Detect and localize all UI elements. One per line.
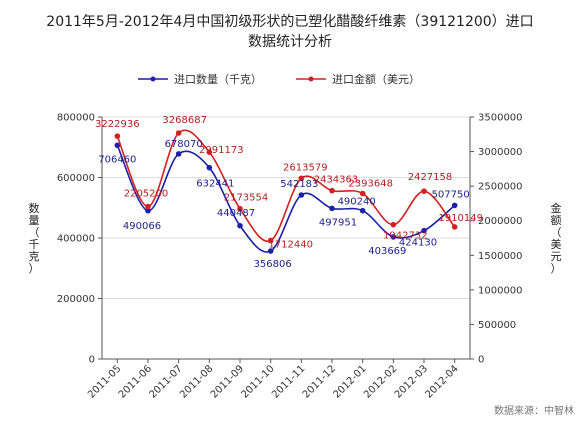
- data-label-amount: 2434363: [314, 175, 359, 186]
- legend-marker: [308, 76, 314, 82]
- data-point-amount: [451, 224, 458, 230]
- data-point-amount: [298, 175, 305, 182]
- data-label-quantity: 440487: [217, 208, 255, 219]
- data-label-quantity: 678070: [165, 139, 203, 150]
- data-point-quantity: [390, 234, 397, 240]
- data-point-quantity: [329, 205, 335, 212]
- data-point-amount: [359, 190, 366, 197]
- y2-tick-label: 1000000: [478, 285, 523, 296]
- data-label-amount: 2613579: [283, 162, 328, 173]
- y2-tick-label: 3000000: [478, 147, 523, 158]
- legend-marker: [150, 76, 156, 82]
- y2-tick-label: 3500000: [478, 113, 523, 124]
- data-point-amount: [390, 221, 397, 228]
- x-tick-label: 2012-04: [423, 363, 460, 400]
- data-label-amount: 1712440: [268, 240, 313, 251]
- data-label-quantity: 632441: [196, 179, 234, 190]
- data-point-amount: [267, 237, 274, 244]
- grid: [102, 116, 470, 299]
- data-point-quantity: [237, 222, 243, 229]
- data-label-amount: 2427158: [408, 172, 453, 183]
- y-tick-label: 0: [89, 355, 95, 366]
- chart-title: 2011年5月-2012年4月中国初级形状的已塑化醋酸纤维素（39121200）…: [46, 13, 533, 50]
- y2-tick-label: 2500000: [478, 182, 523, 193]
- data-point-amount: [175, 130, 182, 136]
- data-label-quantity: 424130: [399, 238, 437, 249]
- data-point-quantity: [359, 207, 366, 214]
- chart-title-line: 2011年5月-2012年4月中国初级形状的已塑化醋酸纤维素（39121200）…: [46, 13, 533, 30]
- data-label-amount: 3222936: [95, 119, 140, 130]
- y-tick-label: 400000: [57, 234, 95, 245]
- data-label-amount: 2173554: [224, 193, 269, 204]
- y2-axis-title: 金额（美元）: [551, 201, 562, 275]
- data-point-amount: [145, 203, 151, 210]
- y-tick-label: 600000: [57, 173, 95, 184]
- y2-tick-label: 500000: [478, 320, 516, 331]
- data-point-quantity: [175, 151, 182, 157]
- data-point-quantity: [421, 227, 427, 234]
- source-note: 数据来源：中智林: [494, 404, 574, 417]
- chart-title-line: 数据统计分析: [248, 34, 332, 50]
- series: [114, 129, 458, 254]
- data-label-amount: 1942732: [383, 231, 428, 242]
- y2-tick-label: 0: [478, 355, 484, 366]
- y-tick-label: 800000: [57, 113, 95, 124]
- data-label-quantity: 356806: [254, 259, 292, 270]
- data-point-quantity: [451, 202, 458, 209]
- data-point-quantity: [206, 164, 213, 171]
- data-label-quantity: 403669: [368, 246, 406, 257]
- data-point-quantity: [114, 142, 121, 149]
- data-point-quantity: [145, 207, 151, 214]
- y2-tick-label: 1500000: [478, 251, 523, 262]
- data-label-amount: 2991173: [199, 145, 244, 156]
- data-point-amount: [421, 188, 427, 194]
- data-label-amount: 1910149: [438, 213, 483, 224]
- legend: 进口数量（千克） 进口金额（美元）: [138, 72, 420, 86]
- data-label-quantity: 507750: [432, 189, 470, 200]
- data-label-amount: 3268687: [162, 115, 207, 126]
- data-label-quantity: 542183: [280, 179, 318, 190]
- data-point-amount: [206, 149, 213, 155]
- data-label-amount: 2205200: [124, 189, 169, 200]
- data-point-amount: [114, 133, 121, 139]
- legend-label: 进口金额（美元）: [332, 72, 420, 86]
- data-label-amount: 2393648: [348, 178, 393, 189]
- data-labels: 706460 490066 678070 632441 440487 356806 5421…: [95, 115, 483, 270]
- data-label-quantity: 490240: [338, 197, 376, 208]
- data-point-amount: [237, 205, 243, 212]
- y-tick-label: 200000: [57, 294, 95, 305]
- data-label-quantity: 706460: [98, 154, 136, 165]
- y2-tick-label: 2000000: [478, 216, 523, 227]
- y-axis-title: 数量（千克）: [29, 202, 40, 275]
- data-label-quantity: 497951: [319, 217, 357, 228]
- legend-label: 进口数量（千克）: [174, 73, 262, 86]
- data-point-quantity: [298, 192, 305, 198]
- data-point-amount: [329, 187, 335, 194]
- data-point-quantity: [267, 248, 274, 254]
- data-label-quantity: 490066: [123, 221, 161, 232]
